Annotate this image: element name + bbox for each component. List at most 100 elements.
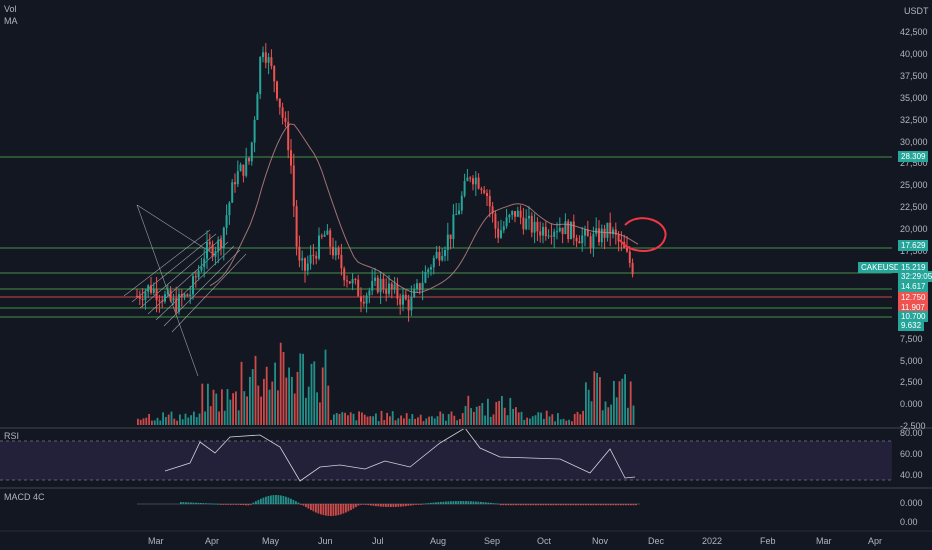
macd-bar	[320, 504, 322, 515]
candle-body	[228, 202, 231, 216]
macd-bar	[262, 497, 265, 504]
price-tick: 27,500	[900, 158, 928, 169]
rsi-line	[164, 427, 636, 482]
volume-bar	[461, 413, 464, 425]
candle-body	[446, 234, 449, 251]
candle-body	[161, 300, 164, 302]
price-tick: 25,000	[900, 180, 928, 191]
macd-bar	[290, 498, 292, 504]
volume-bar	[585, 382, 587, 425]
candle-body	[458, 210, 460, 215]
volume-bar	[352, 413, 355, 425]
price-tick: 40,000	[900, 48, 928, 59]
volume-bar	[257, 385, 260, 425]
macd-bar	[417, 504, 420, 505]
volume-bar	[615, 397, 618, 425]
macd-bar	[315, 504, 317, 513]
volume-bar	[557, 413, 559, 425]
time-tick: Apr	[868, 536, 883, 546]
candle-body	[346, 280, 348, 282]
candle-body	[584, 229, 586, 236]
volume-bar	[377, 421, 380, 425]
volume-bar	[321, 367, 324, 425]
macd-bar	[397, 504, 400, 507]
candle-body	[533, 221, 536, 233]
macd-bar	[215, 503, 217, 505]
candle-body	[320, 235, 323, 237]
candle-body	[494, 213, 497, 229]
candle-body	[528, 215, 530, 219]
volume-bar	[531, 416, 534, 425]
macd-bar	[635, 504, 637, 506]
volume-bar	[375, 413, 377, 425]
macd-bar	[305, 504, 307, 508]
candle-body	[203, 258, 206, 267]
candle-body	[326, 230, 329, 235]
volume-bar	[610, 404, 612, 425]
volume-bar	[361, 412, 363, 425]
price-tag: 17.629	[898, 240, 929, 251]
price-tick: 30,000	[900, 136, 928, 147]
volume-bar	[302, 353, 304, 425]
macd-bar	[362, 504, 365, 505]
candle-body	[256, 94, 259, 120]
macd-bar	[600, 504, 602, 506]
candle-body	[553, 231, 556, 237]
volume-bar	[520, 411, 523, 425]
volume-bar	[246, 396, 248, 425]
volume-bar	[187, 417, 190, 425]
macd-bar	[627, 504, 630, 506]
macd-bar	[277, 495, 280, 504]
price-tag: 14.617	[898, 281, 929, 292]
volume-bar	[506, 415, 509, 425]
volume-bar	[540, 412, 542, 425]
volume-bar	[235, 391, 237, 425]
candle-body	[539, 231, 542, 236]
indicator-ma-label: MA	[4, 16, 18, 26]
volume-bar	[431, 416, 433, 425]
macd-bar	[387, 504, 390, 507]
volume-bar	[265, 366, 268, 425]
candle-body	[567, 221, 570, 240]
volume-bar	[565, 420, 568, 425]
volume-bar	[139, 419, 142, 425]
volume-bar	[327, 385, 330, 425]
volume-bar	[156, 417, 159, 425]
candle-body	[421, 282, 424, 291]
macd-bar	[582, 504, 585, 506]
candle-body	[483, 190, 486, 194]
candle-body	[166, 290, 169, 295]
candle-body	[374, 277, 376, 281]
volume-bar	[389, 416, 391, 425]
candle-body	[141, 298, 144, 301]
volume-bar	[545, 410, 548, 425]
time-tick: Mar	[816, 536, 832, 546]
macd-bar	[357, 504, 360, 506]
candle-body	[253, 119, 256, 143]
volume-bar	[201, 383, 204, 425]
candle-body	[290, 150, 292, 166]
candle-body	[466, 177, 469, 182]
candle-body	[626, 248, 628, 252]
volume-bar	[243, 391, 246, 425]
macd-bar	[507, 504, 510, 506]
volume-bar	[383, 420, 386, 425]
macd-bar	[435, 502, 437, 504]
volume-bar	[411, 414, 414, 425]
macd-bar	[180, 502, 182, 504]
candle-body	[343, 268, 346, 281]
time-tick: Aug	[430, 536, 447, 546]
macd-bar	[412, 504, 415, 506]
macd-bar	[252, 502, 255, 504]
macd-bar	[520, 504, 522, 506]
candle-body	[158, 300, 161, 302]
macd-bar	[570, 504, 572, 506]
candle-body	[175, 298, 178, 312]
candle-body	[603, 228, 606, 238]
volume-bar	[498, 400, 500, 425]
candle-body	[371, 280, 374, 291]
volume-bar	[492, 414, 495, 425]
macd-bar	[470, 501, 472, 504]
volume-bar	[305, 397, 307, 425]
